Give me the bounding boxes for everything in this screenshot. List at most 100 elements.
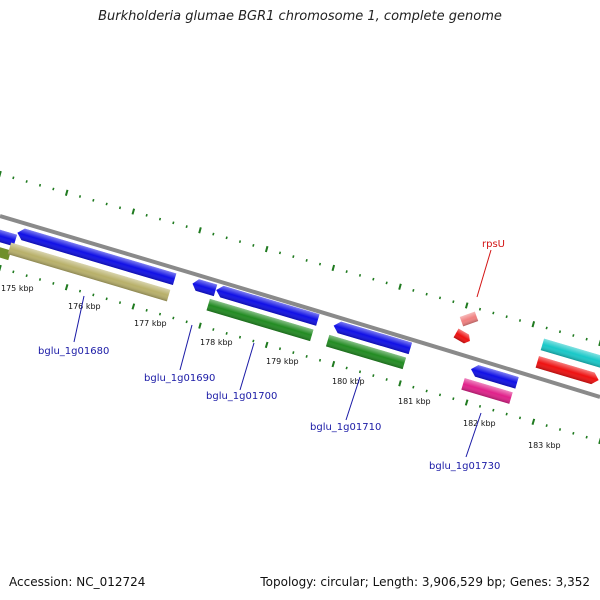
tick-mark <box>145 308 148 312</box>
tick-mark <box>318 358 322 362</box>
gene-label-bglu-1g01710[interactable]: bglu_1g01710 <box>310 422 381 433</box>
kbp-label: 180 kbp <box>332 377 365 386</box>
tick-mark <box>212 328 215 331</box>
tick-mark <box>52 187 55 191</box>
tick-mark <box>372 374 375 378</box>
tick-mark <box>185 225 188 229</box>
tick-mark <box>25 274 28 278</box>
gene-label-bglu-1g01700[interactable]: bglu_1g01700 <box>206 391 277 402</box>
tick-mark <box>131 303 136 310</box>
tick-mark <box>52 281 55 285</box>
tick-mark <box>238 335 242 339</box>
tick-mark <box>558 330 562 334</box>
tick-mark <box>0 264 2 272</box>
tick-mark <box>105 202 108 206</box>
gene-label-bglu-1g01730[interactable]: bglu_1g01730 <box>429 461 500 472</box>
tick-mark <box>412 288 415 292</box>
tick-mark <box>531 418 536 425</box>
tick-mark <box>12 176 15 180</box>
tick-mark <box>572 334 575 337</box>
tick-mark <box>278 251 282 255</box>
tick-mark <box>198 322 202 329</box>
tick-mark <box>64 284 69 291</box>
tick-mark <box>372 277 375 281</box>
tick-mark <box>318 262 322 266</box>
tick-mark <box>264 245 269 253</box>
tick-mark <box>531 321 536 328</box>
gene-features <box>0 228 600 404</box>
tick-mark <box>238 240 242 243</box>
tick-mark <box>252 243 255 247</box>
tick-mark <box>385 378 388 381</box>
tick-mark <box>358 370 362 374</box>
tick-mark <box>305 354 308 358</box>
tick-mark <box>545 424 548 428</box>
tick-mark <box>545 326 548 330</box>
kbp-label: 183 kbp <box>528 441 561 450</box>
tick-mark <box>25 180 28 183</box>
tick-mark <box>492 311 495 315</box>
tick-mark <box>598 339 600 347</box>
gene-arrow[interactable] <box>0 246 12 261</box>
tick-mark <box>292 351 295 355</box>
tick-mark <box>92 198 95 202</box>
gene-label-bglu-1g01680[interactable]: bglu_1g01680 <box>38 346 109 357</box>
tick-mark <box>145 213 148 217</box>
tick-mark <box>185 320 188 324</box>
tick-mark <box>598 437 600 445</box>
tick-mark <box>398 283 402 290</box>
tick-mark <box>172 221 175 225</box>
tick-mark <box>158 217 162 221</box>
tick-mark <box>518 416 522 420</box>
gene-label-bglu-1g01690[interactable]: bglu_1g01690 <box>144 373 215 384</box>
tick-mark <box>425 389 428 393</box>
tick-mark <box>464 399 469 406</box>
tick-mark <box>64 189 69 196</box>
tick-mark <box>452 300 455 304</box>
tick-mark <box>78 195 82 198</box>
tick-mark <box>264 341 269 349</box>
kbp-label: 181 kbp <box>398 397 431 406</box>
tick-mark <box>425 292 428 296</box>
tick-mark <box>38 278 42 281</box>
gene-labels: bglu_1g01680 bglu_1g01690 bglu_1g01700 b… <box>38 239 505 472</box>
tick-mark <box>92 293 95 297</box>
kbp-label: 179 kbp <box>266 357 299 366</box>
kbp-label: 177 kbp <box>134 319 167 328</box>
genome-summary: Topology: circular; Length: 3,906,529 bp… <box>260 575 590 589</box>
gene-label-rpsU[interactable]: rpsU <box>482 239 505 250</box>
tick-mark <box>572 431 575 435</box>
outer-tick-ring <box>0 170 600 347</box>
tick-mark <box>345 270 348 274</box>
tick-mark <box>585 435 588 439</box>
tick-mark <box>505 412 508 416</box>
tick-mark <box>38 183 42 187</box>
tick-mark <box>331 264 336 272</box>
gene-label-leaders <box>73 249 492 458</box>
tick-mark <box>438 393 442 397</box>
tick-mark <box>225 331 228 335</box>
tick-mark <box>585 337 588 341</box>
kbp-scale-labels: 175 kbp 176 kbp 177 kbp 178 kbp 179 kbp … <box>1 284 561 450</box>
tick-mark <box>158 312 162 316</box>
inner-tick-ring <box>0 264 600 445</box>
tick-mark <box>278 347 282 351</box>
tick-mark <box>131 208 136 215</box>
tick-mark <box>252 339 255 343</box>
tick-mark <box>412 385 415 389</box>
tick-mark <box>452 397 455 401</box>
tick-mark <box>172 316 175 320</box>
tick-mark <box>345 366 348 370</box>
tick-mark <box>78 289 82 293</box>
chromosome-backbone <box>0 214 600 399</box>
tick-mark <box>398 380 402 387</box>
tick-mark <box>464 302 469 309</box>
tick-mark <box>0 170 2 178</box>
tick-mark <box>292 255 295 259</box>
tick-mark <box>438 296 442 300</box>
kbp-label: 178 kbp <box>200 338 233 347</box>
tick-mark <box>331 360 336 368</box>
tick-mark <box>358 274 362 277</box>
